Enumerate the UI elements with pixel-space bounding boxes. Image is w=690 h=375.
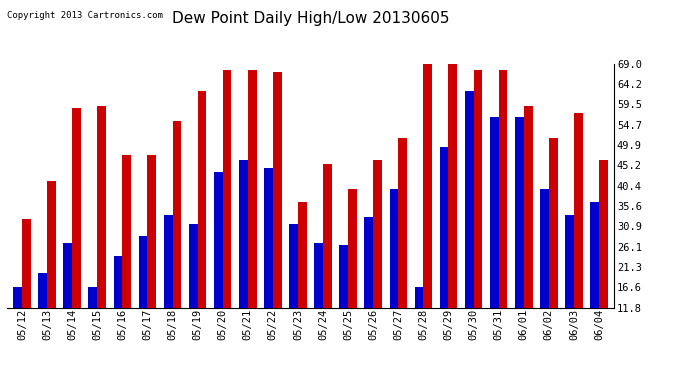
Bar — [13, 287, 22, 308]
Bar — [398, 138, 407, 308]
Bar — [524, 106, 533, 308]
Bar — [490, 117, 499, 308]
Bar — [139, 236, 148, 308]
Text: Copyright 2013 Cartronics.com: Copyright 2013 Cartronics.com — [7, 11, 163, 20]
Bar — [264, 168, 273, 308]
Bar — [164, 215, 172, 308]
Bar — [373, 160, 382, 308]
Bar — [390, 189, 398, 308]
Bar — [298, 202, 307, 308]
Bar — [549, 138, 558, 308]
Bar — [540, 189, 549, 308]
Bar — [424, 64, 432, 308]
Bar — [323, 164, 332, 308]
Bar — [348, 189, 357, 308]
Bar — [289, 224, 298, 308]
Bar — [440, 147, 449, 308]
Bar — [465, 92, 473, 308]
Bar — [114, 255, 122, 308]
Bar — [314, 243, 323, 308]
Bar — [148, 155, 156, 308]
Bar — [565, 215, 574, 308]
Bar — [473, 70, 482, 308]
Bar — [574, 113, 583, 308]
Bar — [22, 219, 31, 308]
Bar — [197, 92, 206, 308]
Text: Dew Point Daily High/Low 20130605: Dew Point Daily High/Low 20130605 — [172, 11, 449, 26]
Bar — [223, 70, 231, 308]
Bar — [97, 106, 106, 308]
Bar — [239, 160, 248, 308]
Bar — [590, 202, 599, 308]
Bar — [88, 287, 97, 308]
Bar — [499, 70, 507, 308]
Bar — [515, 117, 524, 308]
Bar — [448, 64, 457, 308]
Bar — [273, 72, 282, 308]
Bar — [38, 273, 47, 308]
Bar — [214, 172, 223, 308]
Bar — [415, 287, 424, 308]
Bar — [72, 108, 81, 307]
Bar — [122, 155, 131, 308]
Bar — [339, 245, 348, 308]
Bar — [364, 217, 373, 308]
Bar — [248, 70, 257, 308]
Bar — [63, 243, 72, 308]
Bar — [172, 121, 181, 308]
Bar — [189, 224, 197, 308]
Bar — [47, 181, 56, 308]
Bar — [599, 160, 608, 308]
